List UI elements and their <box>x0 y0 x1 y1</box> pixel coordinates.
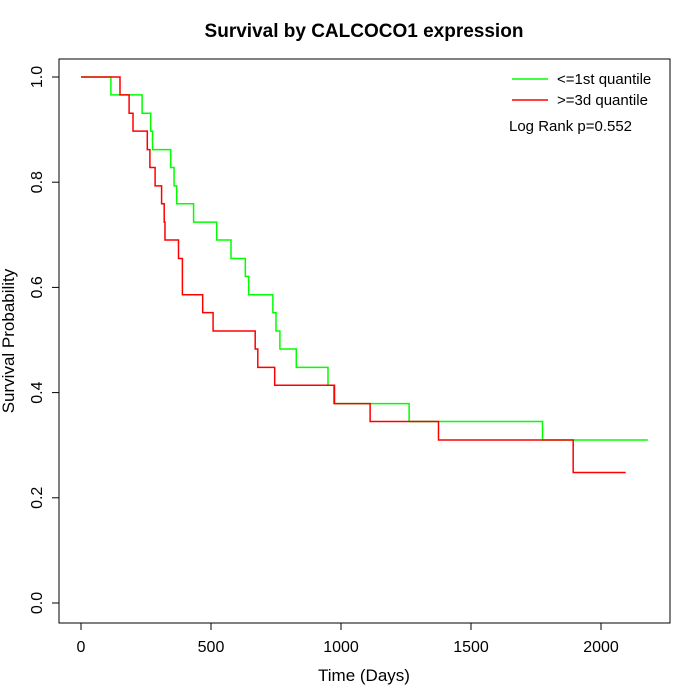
x-tick-label: 2000 <box>583 639 619 656</box>
y-tick-label: 1.0 <box>29 66 46 88</box>
y-tick-label: 0.4 <box>29 381 46 403</box>
series-line-high-quantile <box>81 76 626 474</box>
x-axis: 0 500 1000 1500 2000 <box>77 622 619 656</box>
x-tick-label: 500 <box>198 639 225 656</box>
legend-label-low-quantile: <=1st quantile <box>557 71 651 88</box>
y-tick-label: 0.6 <box>29 276 46 298</box>
x-tick-label: 0 <box>77 639 86 656</box>
plot-frame <box>58 58 671 624</box>
y-tick-label: 0.0 <box>29 592 46 614</box>
x-tick-label: 1000 <box>323 639 359 656</box>
x-tick-label: 1500 <box>453 639 489 656</box>
y-axis-title: Survival Probability <box>0 268 18 413</box>
x-axis-title: Time (Days) <box>318 666 410 685</box>
series-layer <box>81 76 648 474</box>
chart-title: Survival by CALCOCO1 expression <box>205 21 524 42</box>
y-tick-label: 0.8 <box>29 171 46 193</box>
legend-label-high-quantile: >=3d quantile <box>557 92 648 109</box>
y-axis: 0.0 0.2 0.4 0.6 0.8 1.0 <box>29 66 60 614</box>
y-tick-label: 0.2 <box>29 487 46 509</box>
legend: <=1st quantile >=3d quantile <box>512 71 651 109</box>
log-rank-annotation: Log Rank p=0.552 <box>509 118 632 135</box>
